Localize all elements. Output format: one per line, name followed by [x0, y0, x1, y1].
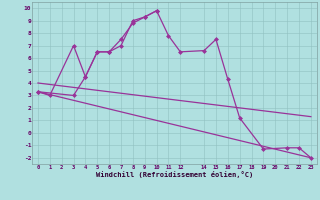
- X-axis label: Windchill (Refroidissement éolien,°C): Windchill (Refroidissement éolien,°C): [96, 171, 253, 178]
